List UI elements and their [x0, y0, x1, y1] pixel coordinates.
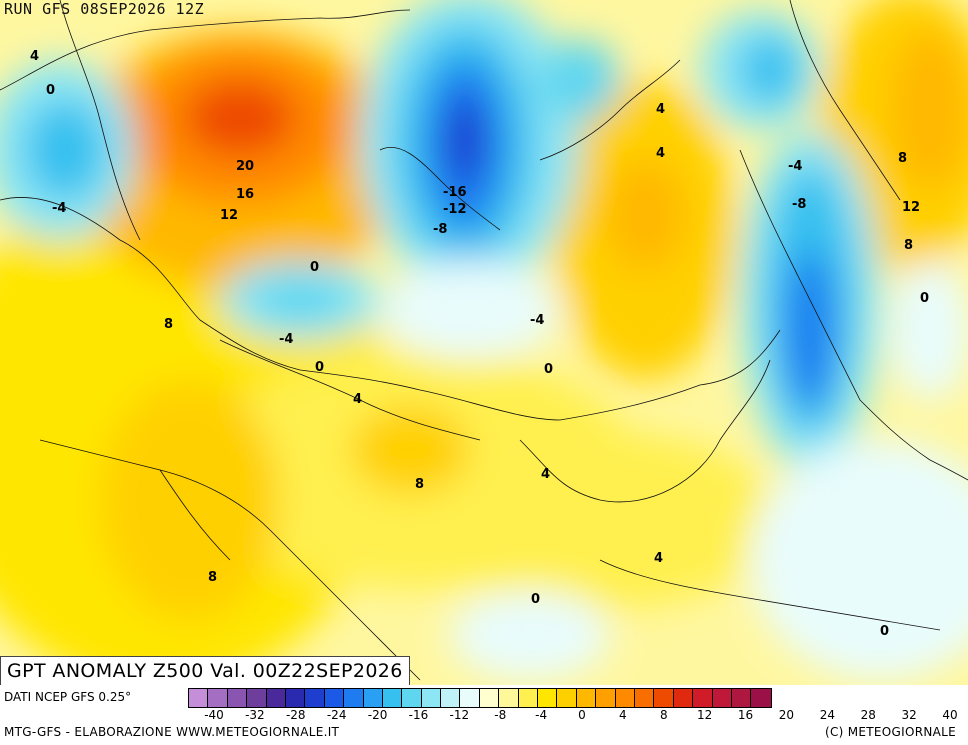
map-title: GPT ANOMALY Z500 Val. 00Z22SEP2026 [0, 656, 410, 686]
contour-label: 0 [544, 362, 553, 377]
legend-tick-label: 28 [860, 708, 876, 722]
contour-label: -4 [52, 201, 66, 216]
anomaly-field [0, 0, 968, 685]
contour-label: 8 [164, 317, 173, 332]
legend-swatch [518, 689, 539, 707]
contour-label: -8 [792, 197, 806, 212]
contour-label: 4 [541, 467, 550, 482]
legend-tick-label: -8 [494, 708, 507, 722]
legend-swatch [596, 689, 616, 707]
color-legend [188, 688, 772, 708]
anomaly-map: 4 0 20 16 12 -4 8 0 -4 0 4 8 -16 -12 -8 … [0, 0, 968, 685]
legend-swatch [441, 689, 461, 707]
contour-label: 0 [310, 260, 319, 275]
legend-swatch [538, 689, 558, 707]
legend-swatch [615, 689, 635, 707]
run-label: RUN GFS 08SEP2026 12Z [4, 0, 205, 18]
legend-swatch [731, 689, 752, 707]
contour-labels: 4 0 20 16 12 -4 8 0 -4 0 4 8 -16 -12 -8 … [30, 49, 929, 639]
legend-swatch [693, 689, 713, 707]
contour-label: 8 [904, 238, 913, 253]
legend-tick-label: 40 [942, 708, 958, 722]
legend-tick-label: -32 [245, 708, 265, 722]
legend-swatch [266, 689, 286, 707]
legend-tick-label: 8 [659, 708, 668, 722]
legend-tick-label: 12 [697, 708, 713, 722]
legend-tick-label: -16 [408, 708, 429, 722]
legend-tick-label: -40 [204, 708, 224, 722]
legend-swatch [208, 689, 228, 707]
legend-tick-label: 0 [578, 708, 586, 722]
contour-label: 4 [656, 102, 665, 117]
contour-label: 0 [531, 592, 540, 607]
legend-swatch [324, 689, 345, 707]
legend-swatch [344, 689, 364, 707]
contour-label: -16 [443, 185, 467, 200]
contour-label: 0 [315, 360, 324, 375]
legend-swatch [654, 689, 674, 707]
contour-label: 4 [30, 49, 39, 64]
legend-tick-label: -12 [449, 708, 470, 722]
contour-label: 12 [220, 208, 238, 223]
legend-swatch [402, 689, 422, 707]
legend-swatch [479, 689, 500, 707]
legend-swatch [227, 689, 248, 707]
contour-label: -12 [443, 202, 467, 217]
legend-swatch [189, 689, 209, 707]
contour-label: 16 [236, 187, 254, 202]
legend-swatch [421, 689, 442, 707]
legend-swatch [460, 689, 480, 707]
contour-label: 0 [920, 291, 929, 306]
coastlines [0, 0, 968, 681]
contour-label: 4 [353, 392, 362, 407]
legend-swatch [382, 689, 403, 707]
legend-swatch [363, 689, 383, 707]
legend-swatch [576, 689, 597, 707]
legend-tick-label: 16 [737, 708, 754, 722]
contour-label: 8 [898, 151, 907, 166]
color-legend-ticks: -40 -32 -28 -24 -20 -16 -12 -8 -4 0 4 8 12 16 20 24 28 32… [188, 708, 964, 724]
legend-swatch [499, 689, 519, 707]
contour-label: 0 [46, 83, 55, 98]
legend-swatch [673, 689, 694, 707]
contour-label: 12 [902, 200, 920, 215]
legend-tick-label: 20 [778, 708, 795, 722]
contour-label: 0 [880, 624, 889, 639]
contour-label: 8 [415, 477, 424, 492]
credits-right: (C) METEOGIORNALE [824, 725, 956, 739]
legend-swatch [557, 689, 577, 707]
legend-tick-label: 24 [819, 708, 835, 722]
contour-label: 8 [208, 570, 217, 585]
legend-swatch [285, 689, 306, 707]
legend-tick-label: -28 [285, 708, 306, 722]
contour-label: -4 [279, 332, 293, 347]
legend-swatch [712, 689, 732, 707]
legend-swatch [634, 689, 655, 707]
legend-swatch [751, 689, 771, 707]
contour-label: -4 [788, 159, 802, 174]
legend-tick-label: 32 [901, 708, 917, 722]
legend-swatch [305, 689, 325, 707]
contour-label: 4 [654, 551, 663, 566]
contour-label: 4 [656, 146, 665, 161]
legend-tick-label: -24 [326, 708, 347, 722]
legend-tick-label: -20 [367, 708, 388, 722]
contour-label: -4 [530, 313, 544, 328]
contour-label: -8 [433, 222, 447, 237]
legend-tick-label: 4 [619, 708, 627, 722]
credits-left: MTG-GFS - ELABORAZIONE WWW.METEOGIORNALE… [4, 725, 340, 739]
data-source-label: DATI NCEP GFS 0.25° [4, 690, 132, 704]
legend-tick-label: -4 [535, 708, 548, 722]
legend-swatch [247, 689, 267, 707]
contour-label: 20 [236, 159, 254, 174]
